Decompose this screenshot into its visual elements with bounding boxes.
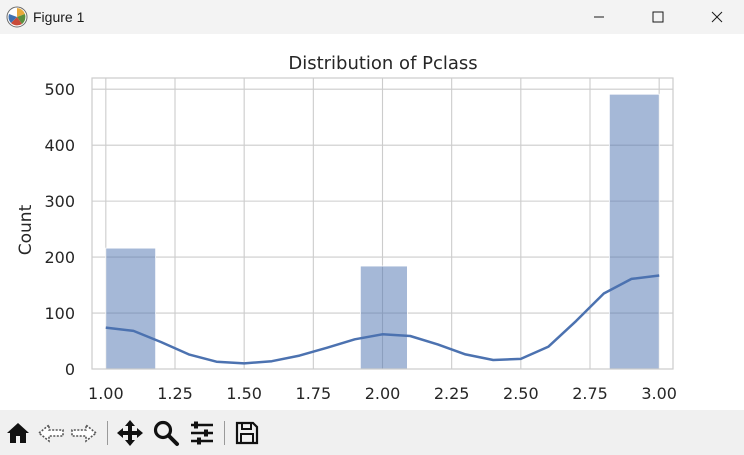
title-bar: Figure 1 <box>0 0 744 34</box>
y-tick-labels: 0 100 200 300 400 500 <box>44 80 75 379</box>
y-tick-label: 400 <box>44 136 75 155</box>
x-tick-labels: 1.00 1.25 1.50 1.75 2.00 2.25 2.50 2.75 3.00 <box>88 384 677 403</box>
x-tick-label: 1.50 <box>226 384 262 403</box>
close-icon <box>711 11 723 23</box>
maximize-button[interactable] <box>629 0 687 34</box>
back-button[interactable] <box>36 418 66 448</box>
y-tick-label: 100 <box>44 304 75 323</box>
y-tick-label: 500 <box>44 80 75 99</box>
bars <box>105 93 660 370</box>
y-tick-label: 200 <box>44 248 75 267</box>
histogram-bar <box>608 93 660 370</box>
plot-frame <box>91 77 674 370</box>
x-tick-label: 1.25 <box>157 384 193 403</box>
zoom-icon <box>153 420 179 446</box>
y-axis-label: Count <box>16 204 36 255</box>
toolbar-separator <box>107 421 108 445</box>
home-button[interactable] <box>3 418 33 448</box>
histogram-chart: Distribution of Pclass Count 1.00 1.25 1.5… <box>16 53 677 403</box>
pan-icon <box>117 420 143 446</box>
figure-canvas[interactable]: Distribution of Pclass Count 1.00 1.25 1.5… <box>0 34 744 410</box>
kde-line <box>105 274 660 365</box>
x-tick-label: 2.75 <box>572 384 608 403</box>
matplotlib-app-icon <box>6 6 28 28</box>
window-title: Figure 1 <box>33 9 85 25</box>
y-tick-label: 300 <box>44 192 75 211</box>
x-tick-label: 1.75 <box>296 384 332 403</box>
navigation-toolbar <box>0 410 744 455</box>
chart-title: Distribution of Pclass <box>288 53 477 74</box>
configure-subplots-button[interactable] <box>187 418 217 448</box>
close-button[interactable] <box>688 0 744 34</box>
back-icon <box>37 423 64 443</box>
pan-button[interactable] <box>115 418 145 448</box>
histogram-bar <box>359 265 408 370</box>
configure-subplots-icon <box>191 421 213 445</box>
minimize-button[interactable] <box>570 0 628 34</box>
minimize-icon <box>594 16 604 18</box>
toolbar-separator <box>224 421 225 445</box>
x-tick-label: 2.50 <box>503 384 539 403</box>
forward-button[interactable] <box>69 418 99 448</box>
x-tick-label: 2.25 <box>434 384 470 403</box>
x-tick-label: 1.00 <box>88 384 124 403</box>
save-button[interactable] <box>232 418 262 448</box>
forward-icon <box>71 423 98 443</box>
maximize-icon <box>652 11 664 23</box>
zoom-button[interactable] <box>151 418 181 448</box>
histogram-bar <box>105 247 157 370</box>
y-tick-label: 0 <box>65 360 75 379</box>
home-icon <box>7 423 29 443</box>
save-icon <box>235 421 259 445</box>
x-tick-label: 3.00 <box>641 384 677 403</box>
x-tick-label: 2.00 <box>365 384 401 403</box>
